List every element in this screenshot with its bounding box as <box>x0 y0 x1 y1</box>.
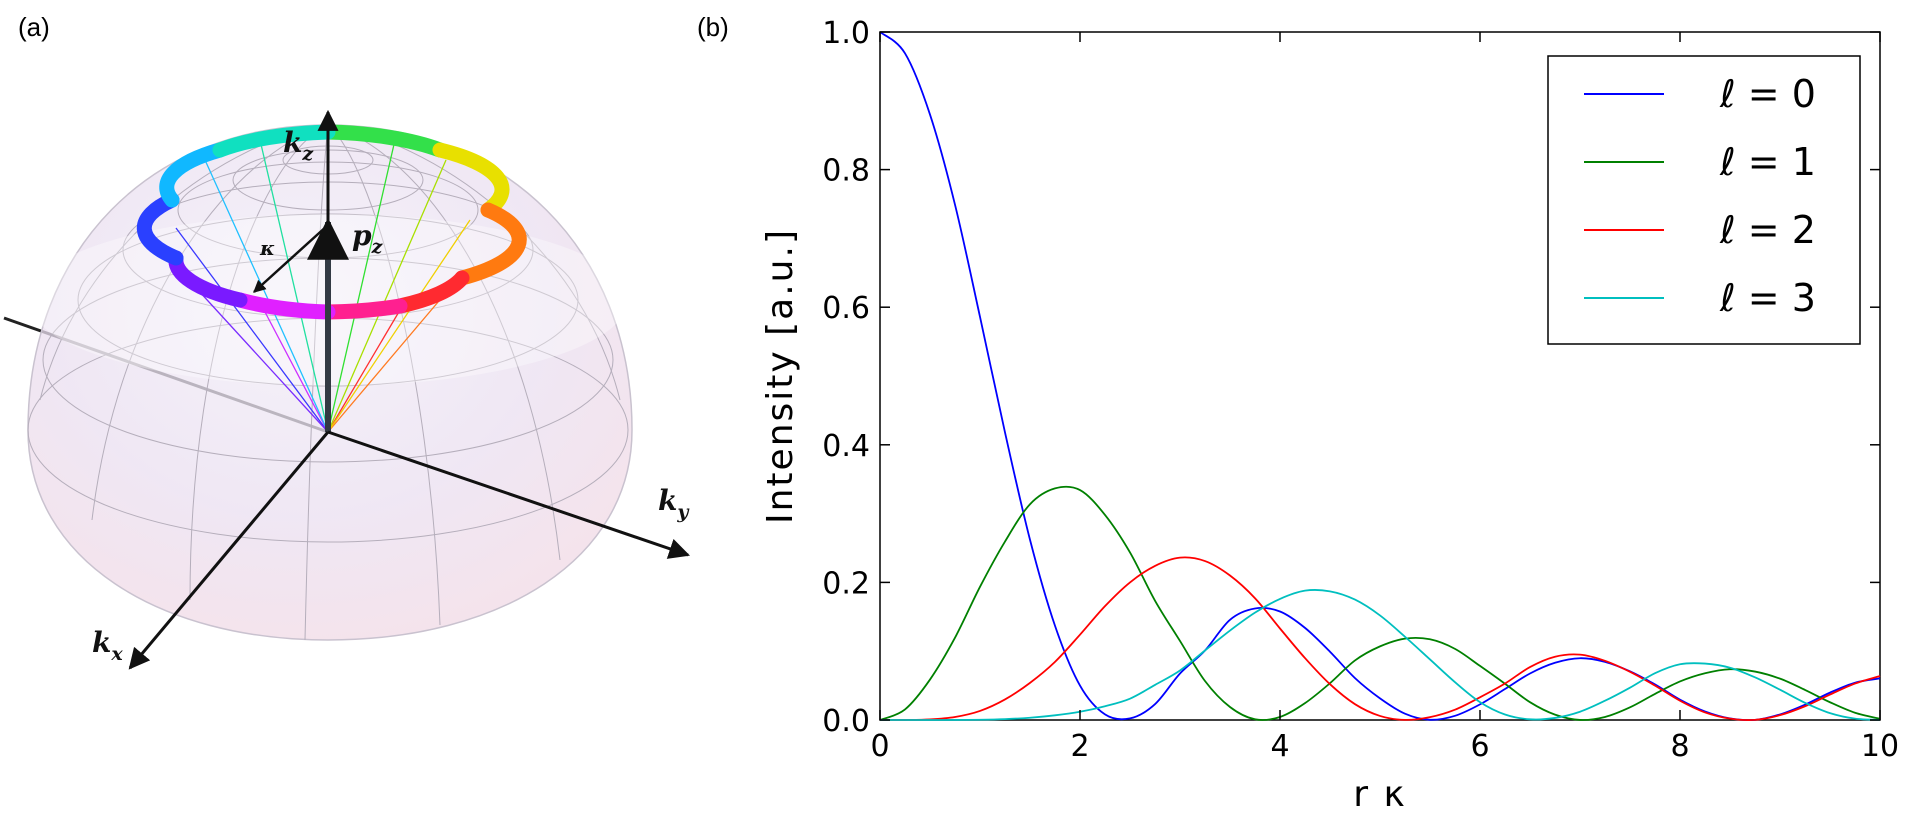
pz-label: pz <box>352 219 384 258</box>
cone-vectors <box>175 139 471 433</box>
y-tick-label: 1.0 <box>822 16 870 51</box>
x-tick-label: 2 <box>1070 729 1089 764</box>
ky-axis-label: ky <box>658 484 690 523</box>
ky-axis <box>327 430 690 559</box>
panel-b-label: (b) <box>697 12 729 42</box>
plot-area <box>879 31 1881 721</box>
series-lines <box>879 31 1881 722</box>
kx-axis-label: kx <box>92 626 123 665</box>
series-line-l2 <box>879 556 1881 721</box>
y-tick-label: 0.8 <box>822 154 870 189</box>
y-tick-label: 0.4 <box>822 429 870 464</box>
panel-b-intensity-chart: (b) 0 2 4 6 8 10 0.0 0.2 0.4 0.6 0.8 1.0 r κ Inten… <box>697 12 1899 815</box>
panel-a-hemisphere-diagram: (a) <box>3 12 690 670</box>
legend-entry: ℓ = 0 <box>1719 72 1816 116</box>
x-tick-label: 0 <box>870 729 889 764</box>
x-axis-title: r κ <box>1353 774 1406 815</box>
x-tick-label: 4 <box>1270 729 1289 764</box>
y-tick-label: 0.6 <box>822 291 870 326</box>
legend-box <box>1547 55 1861 345</box>
x-axis-ticks: 0 2 4 6 8 10 <box>870 32 1899 764</box>
azimuthal-color-ring <box>136 124 527 320</box>
x-tick-label: 10 <box>1861 729 1899 764</box>
y-axis-ticks: 0.0 0.2 0.4 0.6 0.8 1.0 <box>822 16 1880 739</box>
legend-entry: ℓ = 1 <box>1719 140 1816 184</box>
y-tick-label: 0.2 <box>822 566 870 601</box>
y-axis-title: Intensity [a.u.] <box>760 228 801 524</box>
panel-a-label: (a) <box>18 12 50 42</box>
kz-axis-label: kz <box>283 126 314 165</box>
x-tick-label: 6 <box>1470 729 1489 764</box>
legend: ℓ = 0 ℓ = 1 ℓ = 2 ℓ = 3 <box>1547 55 1861 345</box>
y-tick-label: 0.0 <box>822 704 870 739</box>
legend-entry: ℓ = 2 <box>1719 208 1816 252</box>
legend-entry: ℓ = 3 <box>1719 276 1816 320</box>
series-line-l3 <box>880 589 1881 721</box>
plot-frame <box>879 31 1881 721</box>
series-line-l1 <box>879 485 1881 721</box>
kx-axis <box>128 431 330 670</box>
kappa-label: κ <box>259 236 275 260</box>
series-line-l0 <box>879 31 1881 722</box>
x-tick-label: 8 <box>1670 729 1689 764</box>
